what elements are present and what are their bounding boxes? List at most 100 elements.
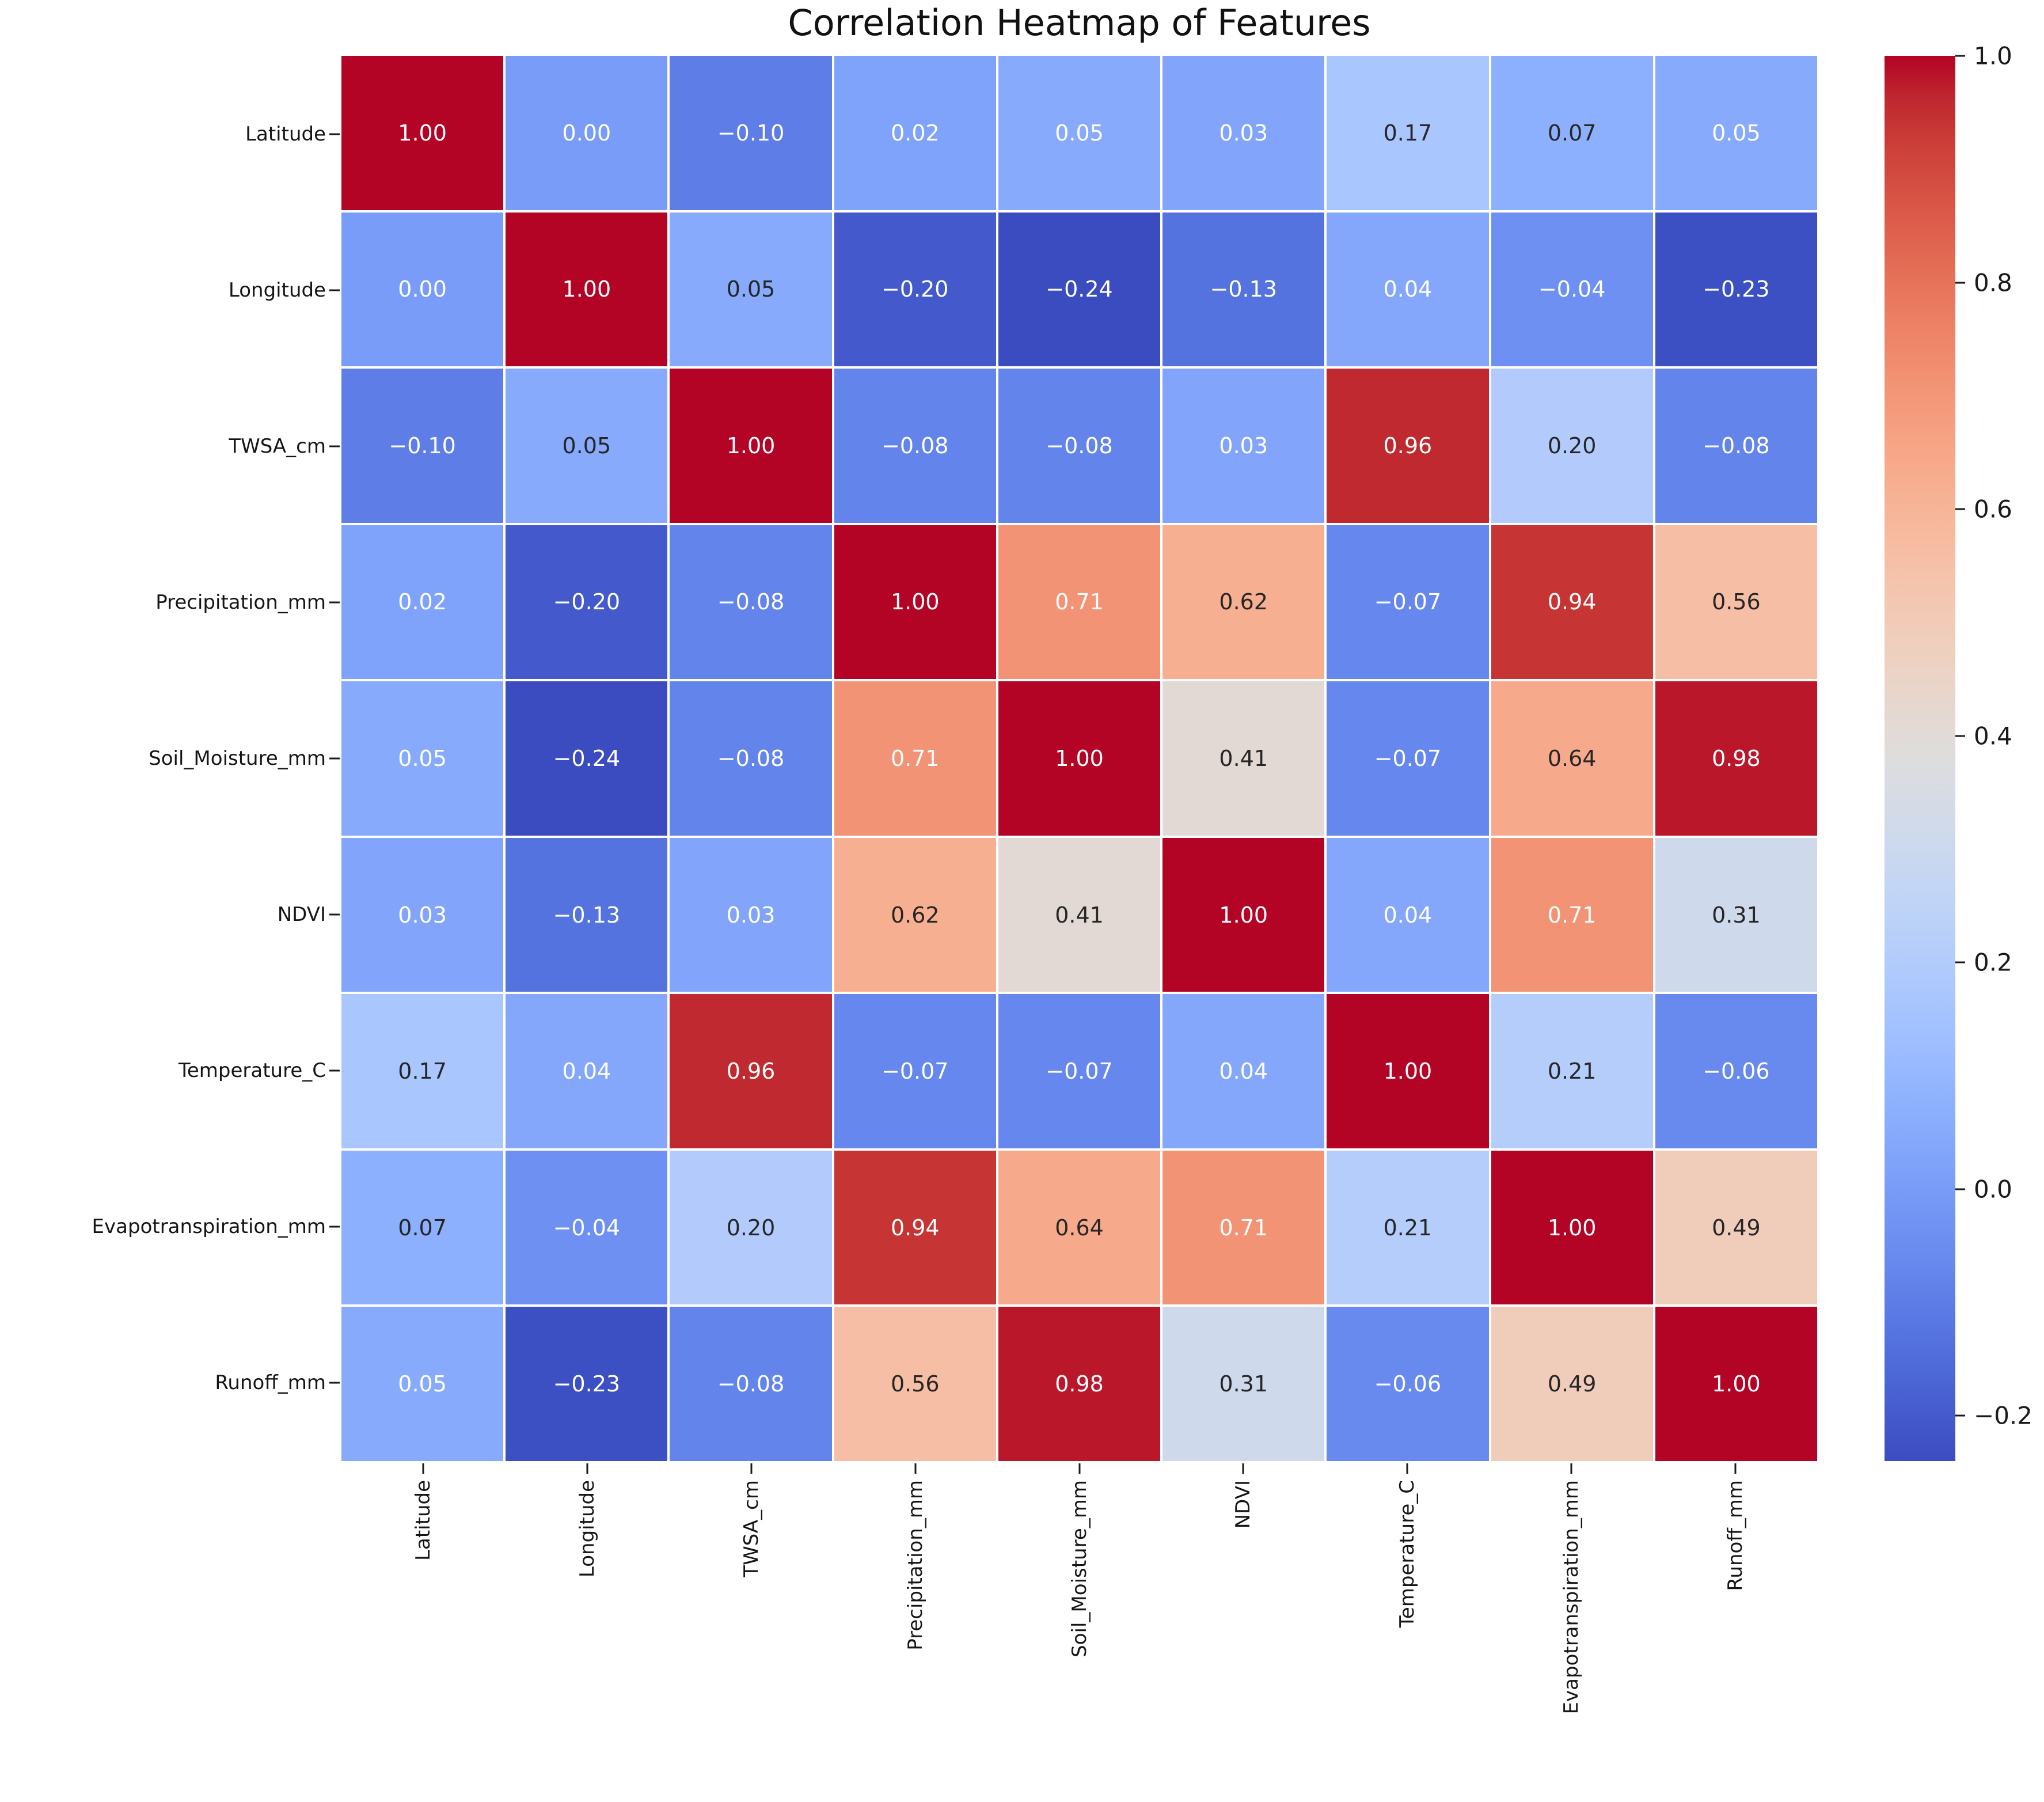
cell-value: 0.17 bbox=[1383, 120, 1433, 146]
cell-value: 1.00 bbox=[890, 589, 940, 615]
heatmap-cell: 0.56 bbox=[1655, 525, 1817, 680]
y-axis-label-evapotranspiration_mm: Evapotranspiration_mm bbox=[92, 1215, 326, 1239]
heatmap-cell: 0.41 bbox=[998, 837, 1161, 992]
cell-value: 0.02 bbox=[398, 589, 447, 615]
x-axis-label-longitude: Longitude bbox=[576, 1480, 599, 1578]
heatmap-cell: 0.07 bbox=[341, 1150, 504, 1305]
heatmap-cell: 0.04 bbox=[1162, 994, 1325, 1148]
heatmap-cell: 0.20 bbox=[1491, 369, 1653, 523]
heatmap-cell: −0.06 bbox=[1327, 1307, 1489, 1461]
cell-value: 0.04 bbox=[1383, 902, 1433, 928]
cell-value: −0.08 bbox=[717, 745, 785, 771]
cell-value: 1.00 bbox=[1219, 902, 1268, 928]
cell-value: −0.08 bbox=[717, 1371, 785, 1397]
heatmap-cell: −0.20 bbox=[834, 212, 996, 367]
cell-value: 0.21 bbox=[1547, 1059, 1597, 1084]
heatmap-cell: −0.24 bbox=[506, 681, 668, 836]
heatmap-cell: 1.00 bbox=[670, 369, 832, 523]
heatmap-cell: 0.21 bbox=[1327, 1150, 1489, 1305]
y-axis-label-soil_moisture_mm: Soil_Moisture_mm bbox=[149, 747, 326, 770]
cell-value: 0.03 bbox=[1219, 433, 1268, 458]
heatmap-cell: −0.08 bbox=[670, 1307, 832, 1461]
heatmap-cell: 0.94 bbox=[834, 1150, 996, 1305]
cell-value: 0.05 bbox=[1712, 120, 1761, 146]
cell-value: 0.03 bbox=[1219, 120, 1268, 146]
heatmap-cell: −0.23 bbox=[1655, 212, 1817, 367]
x-tick bbox=[914, 1463, 917, 1474]
cell-value: 0.05 bbox=[1055, 120, 1104, 146]
heatmap-cell: −0.07 bbox=[1327, 681, 1489, 836]
colorbar-tick bbox=[1955, 1188, 1965, 1190]
cell-value: 0.64 bbox=[1055, 1215, 1104, 1240]
heatmap-cell: 1.00 bbox=[1655, 1307, 1817, 1461]
heatmap-cell: 0.71 bbox=[834, 681, 996, 836]
cell-value: 0.02 bbox=[890, 120, 940, 146]
heatmap-cell: −0.04 bbox=[506, 1150, 668, 1305]
y-axis-label-latitude: Latitude bbox=[245, 122, 326, 146]
cell-value: 1.00 bbox=[1712, 1371, 1761, 1397]
chart-title: Correlation Heatmap of Features bbox=[788, 2, 1371, 44]
colorbar-tick bbox=[1955, 1414, 1965, 1417]
colorbar-tick-label: −0.2 bbox=[1974, 1401, 2032, 1430]
cell-value: 0.20 bbox=[1547, 433, 1597, 458]
heatmap-cell: −0.08 bbox=[998, 369, 1161, 523]
cell-value: 0.17 bbox=[398, 1059, 447, 1084]
cell-value: 0.41 bbox=[1219, 745, 1268, 771]
cell-value: 0.03 bbox=[726, 902, 776, 928]
cell-value: −0.13 bbox=[553, 902, 621, 928]
heatmap-cell: −0.06 bbox=[1655, 994, 1817, 1148]
cell-value: −0.08 bbox=[882, 433, 949, 458]
cell-value: −0.24 bbox=[553, 745, 621, 771]
cell-value: 0.98 bbox=[1055, 1371, 1104, 1397]
cell-value: 0.04 bbox=[1383, 276, 1433, 302]
x-axis-label-temperature_c: Temperature_C bbox=[1396, 1480, 1419, 1628]
heatmap-cell: 0.17 bbox=[1327, 56, 1489, 210]
heatmap-cell: 0.56 bbox=[834, 1307, 996, 1461]
cell-value: −0.07 bbox=[1374, 745, 1442, 771]
cell-value: −0.07 bbox=[1374, 589, 1442, 615]
heatmap-cell: 0.05 bbox=[341, 1307, 504, 1461]
cell-value: 0.04 bbox=[1219, 1059, 1268, 1084]
heatmap-cell: −0.23 bbox=[506, 1307, 668, 1461]
heatmap-cell: 0.05 bbox=[998, 56, 1161, 210]
cell-value: 0.56 bbox=[890, 1371, 940, 1397]
y-axis-label-precipitation_mm: Precipitation_mm bbox=[155, 590, 326, 614]
colorbar-gradient bbox=[1885, 56, 1955, 1461]
heatmap-cell: 0.00 bbox=[506, 56, 668, 210]
cell-value: 0.71 bbox=[1547, 902, 1597, 928]
heatmap-cell: 0.07 bbox=[1491, 56, 1653, 210]
cell-value: 0.49 bbox=[1712, 1215, 1761, 1240]
heatmap-cell: 0.17 bbox=[341, 994, 504, 1148]
heatmap-cell: −0.13 bbox=[506, 837, 668, 992]
y-axis-label-twsa_cm: TWSA_cm bbox=[229, 434, 326, 458]
colorbar-tick bbox=[1955, 961, 1965, 963]
heatmap-cell: 0.31 bbox=[1162, 1307, 1325, 1461]
cell-value: −0.08 bbox=[1046, 433, 1113, 458]
heatmap-cell: 0.64 bbox=[1491, 681, 1653, 836]
heatmap-cell: 0.04 bbox=[1327, 837, 1489, 992]
heatmap-cell: 1.00 bbox=[998, 681, 1161, 836]
cell-value: 0.71 bbox=[1055, 589, 1104, 615]
y-axis-label-runoff_mm: Runoff_mm bbox=[215, 1371, 326, 1395]
y-tick bbox=[329, 1382, 340, 1384]
heatmap-cell: −0.24 bbox=[998, 212, 1161, 367]
heatmap-cell: −0.10 bbox=[341, 369, 504, 523]
cell-value: −0.10 bbox=[717, 120, 785, 146]
heatmap-cell: −0.04 bbox=[1491, 212, 1653, 367]
heatmap-cell: 0.98 bbox=[1655, 681, 1817, 836]
heatmap-cell: 0.96 bbox=[1327, 369, 1489, 523]
x-axis-label-runoff_mm: Runoff_mm bbox=[1723, 1480, 1747, 1591]
x-tick bbox=[1242, 1463, 1244, 1474]
heatmap-cell: 1.00 bbox=[1491, 1150, 1653, 1305]
cell-value: 0.07 bbox=[1547, 120, 1597, 146]
cell-value: 0.62 bbox=[1219, 589, 1268, 615]
cell-value: 0.04 bbox=[562, 1059, 611, 1084]
cell-value: 0.98 bbox=[1712, 745, 1761, 771]
heatmap-cell: 0.05 bbox=[506, 369, 668, 523]
heatmap-cell: 0.03 bbox=[1162, 369, 1325, 523]
cell-value: 0.71 bbox=[890, 745, 940, 771]
heatmap-grid: 1.00 0.00 −0.10 0.02 0.05 0.03 0.17 0.07 0.05 0.0… bbox=[341, 56, 1817, 1461]
cell-value: 0.96 bbox=[726, 1059, 776, 1084]
heatmap-cell: 1.00 bbox=[1327, 994, 1489, 1148]
